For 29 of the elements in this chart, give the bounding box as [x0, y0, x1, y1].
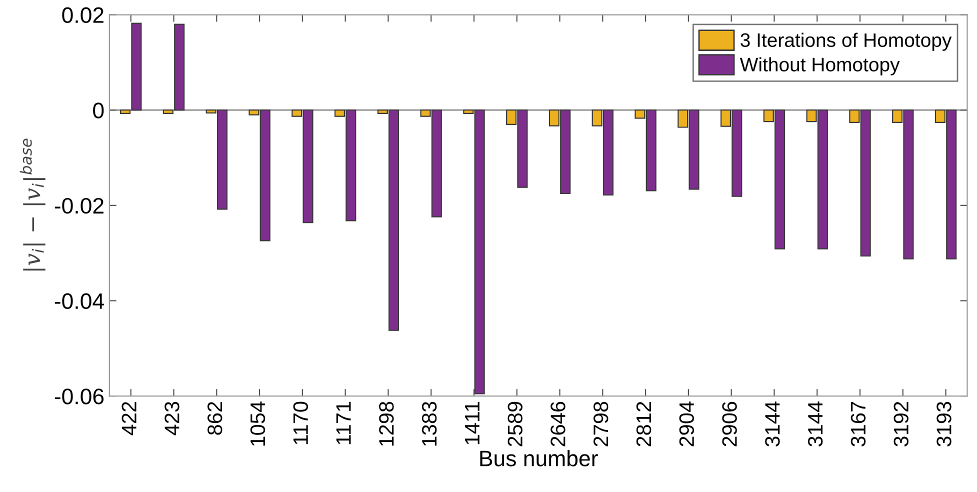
x-tick-label: 1170 [293, 402, 308, 444]
y-tick-label: -0.04 [54, 293, 104, 310]
x-tick-label: 1298 [379, 402, 394, 446]
x-axis-title: Bus number [480, 450, 598, 466]
y-tick-label: 0.02 [62, 7, 104, 24]
x-tick-label: 3167 [850, 402, 866, 446]
x-tick-label: 1383 [422, 402, 437, 446]
x-tick-label: 862 [207, 402, 222, 435]
x-tick-label: 3192 [894, 402, 908, 446]
y-tick-label: 0 [93, 102, 104, 118]
x-tick-label: 2646 [550, 402, 566, 446]
x-tick-label: 1054 [250, 402, 266, 446]
x-tick-label: 2904 [679, 402, 694, 446]
x-tick-label: 423 [164, 402, 180, 436]
y-axis-title: |v$_{i}$| − |v$_{i}$|$^{base}$ [20, 138, 46, 271]
legend-label: Without Homotopy [740, 57, 900, 76]
x-tick-label: 3144 [765, 402, 780, 446]
x-tick-label: 1411 [465, 402, 480, 444]
x-tick-label: 422 [122, 402, 136, 436]
x-tick-label: 3193 [936, 402, 952, 446]
x-tick-label: 2589 [508, 402, 522, 446]
x-tick-label: 2812 [636, 402, 652, 446]
x-tick-label: 1171 [336, 402, 351, 444]
x-tick-label: 3144 [808, 402, 823, 446]
x-tick-label: 2798 [594, 402, 608, 446]
y-tick-label: -0.02 [54, 198, 104, 214]
x-tick-label: 2906 [722, 402, 737, 446]
y-tick-label: -0.06 [54, 388, 104, 404]
legend-label: 3 Iterations of Homotopy [740, 32, 952, 51]
